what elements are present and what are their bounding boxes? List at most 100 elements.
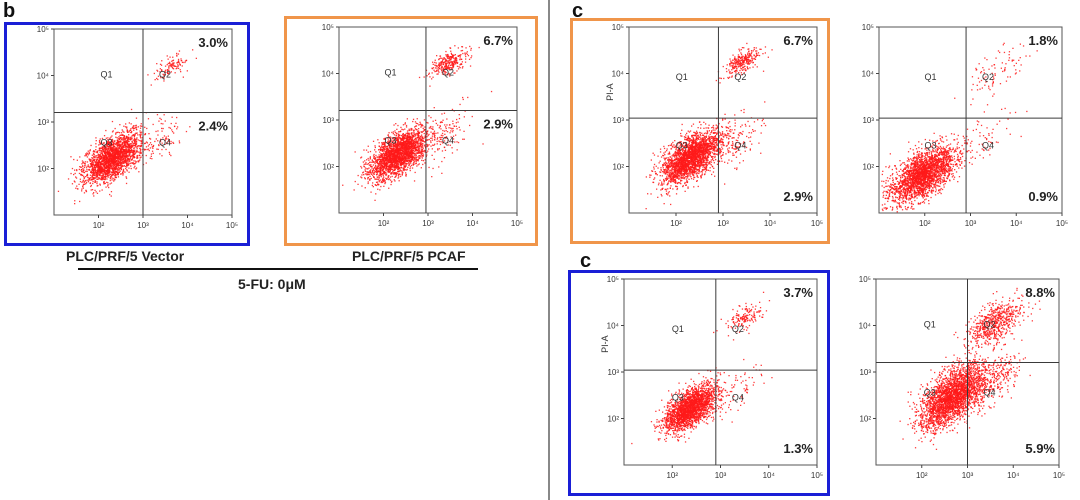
y-tick-label: 10³ [607,368,619,377]
quadrant-label-q4: Q4 [732,392,744,402]
quadrant-label-q4: Q4 [159,137,171,147]
event-dots [342,45,493,201]
flow-plot-c1: Q1 Q2 Q3 Q4 6.7% 2.9% 10² 10² 10³ 10³ 10⁴ 10⁴ 10⁵ 10⁵… [605,23,823,228]
percent-upper-right: 3.7% [783,285,813,300]
percent-lower-right: 2.9% [783,189,813,204]
quadrant-label-q3: Q3 [924,387,936,397]
x-tick-label: 10⁴ [763,471,776,480]
x-tick-label: 10² [666,471,678,480]
y-tick-label: 10² [859,415,871,424]
y-tick-label: 10² [37,165,49,174]
flow-plot-b2: Q1 Q2 Q3 Q4 6.7% 2.9% 10² 10² 10³ 10³ 10⁴ 10⁴ 10⁵ 10⁵ [322,23,523,228]
y-tick-label: 10² [862,163,874,172]
y-tick-label: 10⁵ [322,23,334,32]
caption-treatment: 5-FU: 0μM [238,276,306,292]
y-tick-label: 10⁴ [37,72,50,81]
frame-vector [4,22,250,246]
frame-c-top-left [570,18,830,244]
y-tick-label: 10⁵ [607,275,619,284]
event-dots [631,291,773,445]
quadrant-label-q1: Q1 [100,69,112,79]
x-tick-label: 10³ [965,219,977,228]
percent-lower-right: 0.9% [1028,189,1058,204]
x-tick-label: 10⁴ [1007,471,1020,480]
x-tick-label: 10⁵ [226,221,238,230]
percent-lower-right: 2.9% [483,117,513,132]
y-tick-label: 10³ [612,116,624,125]
flow-plot-c2: Q1 Q2 Q3 Q4 1.8% 0.9% 10² 10² 10³ 10³ 10⁴ 10⁴ 10⁵ 10⁵ [862,23,1068,228]
quadrant-label-q1: Q1 [924,319,936,329]
event-dots [57,49,197,205]
y-tick-label: 10³ [37,118,49,127]
flow-plot-c3: Q1 Q2 Q3 Q4 3.7% 1.3% 10² 10² 10³ 10³ 10⁴ 10⁴ 10⁵ 10⁵… [600,275,823,480]
x-tick-label: 10⁵ [1053,471,1065,480]
caption-vector: PLC/PRF/5 Vector [66,248,185,264]
x-tick-label: 10⁵ [511,219,523,228]
y-tick-label: 10⁵ [612,23,624,32]
x-tick-label: 10² [919,219,931,228]
panel-letter-c-top: c [572,0,584,22]
panel-letter-c-bottom: c [580,250,592,272]
percent-lower-right: 1.3% [783,441,813,456]
quadrant-label-q4: Q4 [983,387,995,397]
event-dots [899,287,1041,450]
quadrant-label-q4: Q4 [982,140,994,150]
x-tick-label: 10³ [715,471,727,480]
quadrant-label-q1: Q1 [925,72,937,82]
percent-upper-right: 6.7% [483,33,513,48]
quadrant-label-q3: Q3 [672,392,684,402]
y-tick-label: 10² [607,415,619,424]
y-tick-label: 10³ [862,116,874,125]
x-tick-label: 10⁴ [764,219,777,228]
x-tick-label: 10³ [717,219,729,228]
y-tick-label: 10⁵ [859,275,871,284]
panel-divider [548,0,550,500]
quadrant-label-q2: Q2 [734,72,746,82]
percent-upper-right: 8.8% [1025,285,1055,300]
x-tick-label: 10² [93,221,105,230]
event-dots [881,42,1038,213]
y-tick-label: 10² [612,163,624,172]
flow-plot-c4: Q1 Q2 Q3 Q4 8.8% 5.9% 10² 10² 10³ 10³ 10⁴ 10⁴ 10⁵ 10⁵ [859,275,1065,480]
y-tick-label: 10⁵ [37,25,49,34]
event-dots [645,42,773,210]
y-tick-label: 10⁴ [607,322,620,331]
x-tick-label: 10³ [962,471,974,480]
y-tick-label: 10⁴ [322,70,335,79]
quadrant-label-q2: Q2 [159,69,171,79]
quadrant-label-q4: Q4 [442,135,454,145]
quadrant-label-q2: Q2 [983,319,995,329]
quadrant-label-q3: Q3 [384,135,396,145]
x-tick-label: 10⁵ [811,219,823,228]
x-tick-label: 10⁵ [1056,219,1068,228]
plot-area [623,278,818,466]
quadrant-label-q3: Q3 [100,137,112,147]
quadrant-label-q2: Q2 [982,72,994,82]
percent-upper-right: 1.8% [1028,33,1058,48]
y-tick-label: 10⁴ [859,322,872,331]
y-tick-label: 10⁴ [862,70,875,79]
x-tick-label: 10² [670,219,682,228]
percent-upper-right: 6.7% [783,33,813,48]
percent-lower-right: 5.9% [1025,441,1055,456]
x-tick-label: 10⁵ [811,471,823,480]
quadrant-label-q1: Q1 [384,67,396,77]
x-tick-label: 10² [378,219,390,228]
x-tick-label: 10³ [137,221,149,230]
percent-upper-right: 3.0% [198,35,228,50]
frame-c-bottom-left [568,270,830,496]
panel-letter-b: b [3,0,16,22]
x-tick-label: 10² [916,471,928,480]
y-tick-label: 10³ [859,368,871,377]
quadrant-label-q1: Q1 [676,72,688,82]
frame-pcaf [284,16,538,246]
y-axis-label: PI-A [600,335,610,353]
y-tick-label: 10⁵ [862,23,874,32]
quadrant-label-q2: Q2 [442,67,454,77]
flow-plot-b1: Q1 Q2 Q3 Q4 3.0% 2.4% 10² 10² 10³ 10³ 10⁴ 10⁴ 10⁵ 10⁵ [37,25,238,230]
treatment-bar [78,268,478,270]
quadrant-label-q4: Q4 [734,140,746,150]
y-tick-label: 10⁴ [612,70,625,79]
x-tick-label: 10³ [422,219,434,228]
y-tick-label: 10² [322,163,334,172]
